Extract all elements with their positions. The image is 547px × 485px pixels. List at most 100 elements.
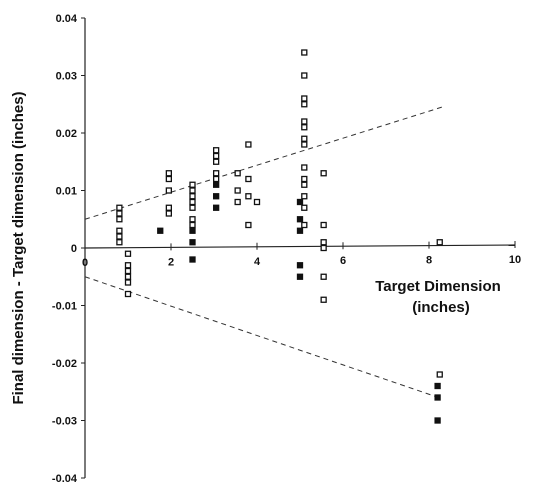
open-square-point (189, 221, 196, 229)
reference-lines (84, 106, 443, 400)
y-tick-label: 0.03 (56, 71, 77, 83)
open-square-point (116, 204, 123, 211)
open-square-point (124, 273, 132, 280)
filled-square-point (189, 227, 196, 234)
open-square-point (301, 141, 308, 148)
open-square-point (301, 181, 308, 188)
open-square-point (165, 187, 173, 194)
open-square-point (189, 216, 196, 223)
x-tick-label: 0 (82, 257, 88, 269)
open-square-point (253, 198, 261, 206)
open-square-point (301, 193, 308, 200)
x-tick-label: 2 (168, 256, 174, 268)
open-square-point (212, 170, 220, 177)
open-square-point (301, 204, 308, 211)
filled-square-point (434, 382, 441, 390)
filled-square-point (296, 198, 304, 206)
open-square-point (124, 262, 132, 269)
x-axis-line (84, 244, 516, 249)
open-square-point (301, 124, 308, 131)
tick-labels: 0.04 0.03 0.02 0.01 0 -0.01 -0.02 -0.03 -0.04 0 2 4… (52, 13, 521, 485)
y-tick-label: -0.03 (52, 416, 77, 428)
open-square-point (301, 164, 308, 171)
data-points (116, 49, 443, 424)
y-axis-label: Final dimension - Target dimension (inch… (10, 91, 27, 404)
open-square-point (320, 296, 327, 303)
y-tick-label: -0.04 (52, 473, 78, 485)
open-square-point (301, 221, 308, 229)
open-square-point (116, 227, 123, 234)
y-tick-label: 0.04 (56, 13, 78, 25)
y-tick-label: -0.01 (52, 301, 77, 313)
filled-square-point (157, 227, 164, 234)
open-square-point (320, 244, 327, 252)
open-square-point (116, 216, 123, 223)
open-square-point (301, 49, 308, 56)
open-square-point (124, 250, 132, 257)
filled-square-point (434, 417, 441, 424)
open-square-point (124, 279, 132, 286)
open-square-point (234, 187, 241, 194)
reference-line (84, 106, 443, 220)
x-tick-label: 10 (509, 254, 521, 266)
filled-square-point (212, 204, 220, 211)
filled-square-point (212, 181, 220, 188)
y-tick-label: 0 (71, 243, 77, 255)
open-square-point (124, 267, 132, 275)
open-square-point (301, 72, 308, 79)
open-square-point (320, 221, 327, 229)
open-square-point (165, 204, 173, 211)
open-square-point (189, 198, 196, 206)
x-tick-label: 8 (426, 255, 432, 267)
open-square-point (212, 158, 220, 165)
open-square-point (301, 118, 308, 125)
open-square-point (245, 175, 252, 183)
open-square-point (116, 210, 123, 217)
x-axis-label: Target Dimension (375, 278, 501, 295)
open-square-point (320, 239, 327, 246)
y-tick-label: 0.02 (56, 128, 77, 140)
open-square-point (189, 193, 196, 200)
x-axis-unit: (inches) (412, 299, 470, 316)
filled-square-point (212, 193, 220, 200)
open-square-point (212, 175, 220, 183)
open-square-point (234, 198, 241, 206)
open-square-point (165, 175, 173, 183)
open-square-point (212, 152, 220, 160)
open-square-point (245, 193, 252, 200)
open-square-point (436, 239, 443, 246)
open-square-point (301, 101, 308, 108)
open-square-point (234, 170, 241, 177)
open-square-point (301, 175, 308, 183)
open-square-point (301, 135, 308, 142)
open-square-point (212, 147, 220, 154)
axes (81, 17, 516, 479)
open-square-point (189, 187, 196, 194)
open-square-point (165, 210, 173, 217)
open-square-point (245, 221, 252, 229)
filled-square-point (189, 239, 196, 246)
filled-square-point (296, 262, 304, 269)
open-square-point (189, 204, 196, 211)
y-tick-label: 0.01 (56, 186, 77, 198)
filled-square-point (296, 216, 304, 223)
open-square-point (320, 273, 327, 280)
open-square-point (165, 170, 173, 177)
filled-square-point (189, 256, 196, 263)
open-square-point (124, 290, 132, 298)
x-tick-label: 6 (340, 255, 346, 267)
filled-square-point (296, 227, 304, 234)
x-tick-label: 4 (254, 256, 261, 268)
open-square-point (301, 95, 308, 102)
open-square-point (436, 371, 443, 378)
y-tick-label: -0.02 (52, 358, 77, 370)
open-square-point (245, 141, 252, 148)
reference-line (84, 276, 443, 400)
open-square-point (116, 239, 123, 246)
open-square-point (116, 233, 123, 240)
filled-square-point (296, 273, 304, 280)
open-square-point (189, 181, 196, 188)
open-square-point (320, 170, 327, 177)
filled-square-point (434, 394, 441, 401)
